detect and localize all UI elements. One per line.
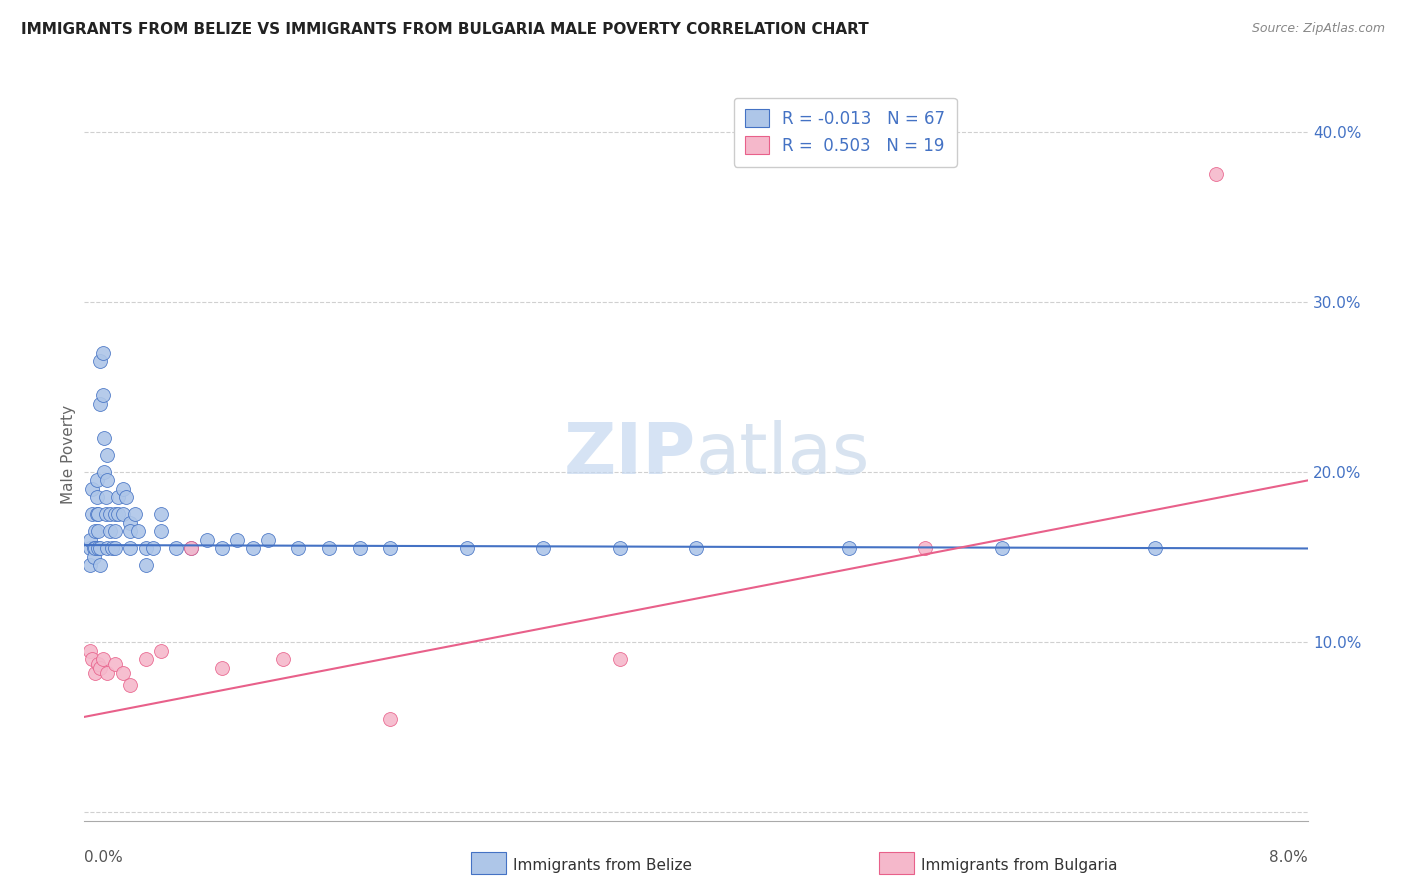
Point (349, 541, 371, 556)
Point (96, 474, 118, 488)
Point (91, 346, 114, 360)
Point (87, 508, 110, 522)
Point (87, 524, 110, 539)
Point (685, 541, 707, 556)
Point (79, 533, 101, 547)
Point (93, 465, 115, 479)
Text: 8.0%: 8.0% (1268, 850, 1308, 865)
Point (79, 558, 101, 573)
Point (111, 508, 134, 522)
Point (114, 491, 136, 505)
Point (149, 524, 172, 539)
Point (380, 712, 402, 726)
Point (87, 657, 110, 672)
Point (211, 660, 233, 674)
Point (242, 541, 264, 556)
Point (86, 491, 108, 505)
Point (84, 524, 107, 539)
Point (914, 541, 936, 556)
Point (84, 541, 107, 556)
Text: atlas: atlas (696, 420, 870, 490)
Text: Immigrants from Bulgaria: Immigrants from Bulgaria (921, 858, 1118, 872)
Point (165, 541, 187, 556)
Point (609, 652, 631, 666)
Point (104, 508, 127, 522)
Point (93, 431, 115, 445)
Point (135, 652, 157, 666)
Text: ZIP: ZIP (564, 420, 696, 490)
Text: IMMIGRANTS FROM BELIZE VS IMMIGRANTS FROM BULGARIA MALE POVERTY CORRELATION CHAR: IMMIGRANTS FROM BELIZE VS IMMIGRANTS FRO… (21, 22, 869, 37)
Point (104, 524, 127, 539)
Point (96, 541, 118, 556)
Point (94, 508, 117, 522)
Point (86, 474, 108, 488)
Point (318, 541, 340, 556)
Point (94, 491, 117, 505)
Point (107, 491, 129, 505)
Point (101, 541, 124, 556)
Point (271, 652, 294, 666)
Point (104, 657, 127, 672)
Point (120, 541, 142, 556)
Text: Immigrants from Belize: Immigrants from Belize (513, 858, 692, 872)
Point (142, 541, 165, 556)
Point (107, 508, 129, 522)
Point (211, 541, 233, 556)
Point (84, 665, 107, 680)
Point (120, 516, 142, 530)
Point (180, 541, 202, 556)
Point (609, 541, 631, 556)
Point (195, 533, 218, 547)
Text: Source: ZipAtlas.com: Source: ZipAtlas.com (1251, 22, 1385, 36)
Point (120, 677, 142, 691)
Point (86, 508, 108, 522)
Point (80, 482, 103, 496)
Point (380, 541, 402, 556)
Point (89, 354, 111, 368)
Point (98, 508, 121, 522)
Point (80, 652, 103, 666)
Point (89, 541, 111, 556)
Point (135, 558, 157, 573)
Point (287, 541, 309, 556)
Point (79, 541, 101, 556)
Point (89, 558, 111, 573)
Point (87, 541, 110, 556)
Point (257, 533, 280, 547)
Y-axis label: Male Poverty: Male Poverty (60, 405, 76, 505)
Point (89, 397, 111, 411)
Legend: R = -0.013   N = 67, R =  0.503   N = 19: R = -0.013 N = 67, R = 0.503 N = 19 (734, 97, 956, 167)
Point (79, 643, 101, 657)
Point (149, 508, 172, 522)
Point (83, 541, 105, 556)
Point (1205, 167, 1227, 181)
Point (456, 541, 478, 556)
Point (111, 482, 134, 496)
Point (135, 541, 157, 556)
Point (89, 660, 111, 674)
Point (838, 541, 860, 556)
Point (991, 541, 1014, 556)
Point (120, 524, 142, 539)
Point (531, 541, 554, 556)
Point (1143, 541, 1166, 556)
Text: 0.0%: 0.0% (84, 850, 124, 865)
Point (124, 508, 146, 522)
Point (127, 524, 149, 539)
Point (149, 643, 172, 657)
Point (96, 665, 118, 680)
Point (111, 665, 134, 680)
Point (226, 533, 249, 547)
Point (96, 448, 118, 462)
Point (91, 388, 114, 402)
Point (83, 549, 105, 564)
Point (98, 524, 121, 539)
Point (80, 508, 103, 522)
Point (104, 541, 127, 556)
Point (180, 541, 202, 556)
Point (91, 652, 114, 666)
